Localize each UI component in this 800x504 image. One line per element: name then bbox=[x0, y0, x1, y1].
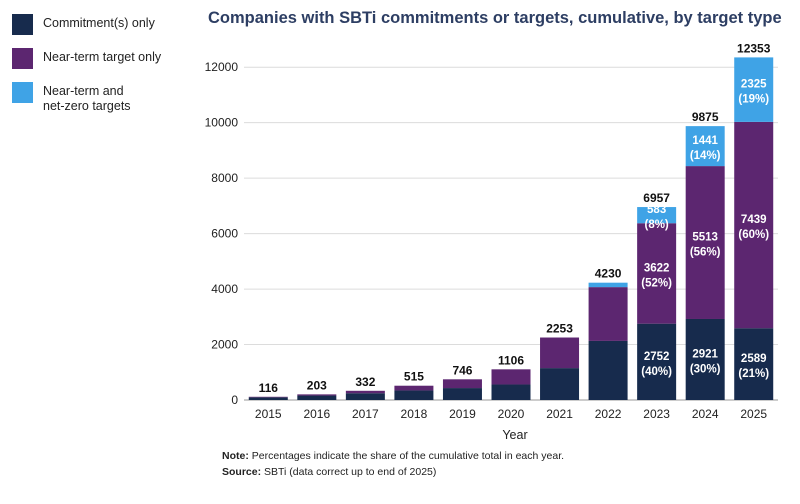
segment-data-label: 583 (8%) bbox=[644, 204, 668, 231]
bar-segment bbox=[588, 287, 628, 341]
x-tick-label: 2018 bbox=[401, 407, 428, 421]
x-tick-label: 2023 bbox=[643, 407, 670, 421]
bar-segment bbox=[734, 121, 774, 329]
segment-data-label: 2325 (19%) bbox=[738, 79, 769, 106]
bar-total-label: 4230 bbox=[595, 267, 622, 281]
legend-swatch-net-zero bbox=[12, 82, 33, 103]
bar-segment bbox=[297, 395, 337, 400]
bar-total-label: 6957 bbox=[643, 191, 670, 205]
bar-total-label: 2253 bbox=[546, 322, 573, 336]
source-label: Source: bbox=[222, 466, 262, 478]
bar-total-label: 9875 bbox=[692, 110, 719, 124]
x-tick-label: 2017 bbox=[352, 407, 379, 421]
source-text: SBTi (data correct up to end of 2025) bbox=[264, 466, 437, 478]
bar-segment bbox=[685, 166, 725, 319]
bar-segment bbox=[345, 390, 385, 394]
x-tick-label: 2020 bbox=[498, 407, 525, 421]
legend-item-near-term: Near-term target only bbox=[12, 48, 197, 69]
legend-label-near-term: Near-term target only bbox=[43, 50, 162, 64]
bar-total-label: 12353 bbox=[737, 41, 771, 55]
segment-data-label: 7439 (60%) bbox=[738, 214, 769, 241]
bar-segment bbox=[637, 323, 677, 400]
segment-data-label: 5513 (56%) bbox=[690, 232, 721, 259]
bar-segment bbox=[588, 340, 628, 400]
segment-data-label: 2589 (21%) bbox=[738, 353, 769, 380]
bar-segment bbox=[442, 388, 482, 400]
legend-item-commitments: Commitment(s) only bbox=[12, 14, 197, 35]
bar-segment bbox=[345, 393, 385, 400]
x-tick-label: 2016 bbox=[303, 407, 330, 421]
bar-total-label: 332 bbox=[355, 375, 375, 389]
bar-segment bbox=[297, 394, 337, 396]
bar-total-label: 116 bbox=[259, 381, 279, 395]
legend-label-net-zero: Near-term and net-zero targets bbox=[43, 84, 131, 113]
bar-segment bbox=[491, 384, 531, 400]
y-tick-label: 12000 bbox=[205, 60, 239, 74]
stacked-bar-chart: 0 2000 4000 6000 8000 10000 12000 116 2015 203 201… bbox=[205, 41, 778, 442]
bar-segment bbox=[540, 337, 580, 369]
bar-segment bbox=[540, 368, 580, 400]
y-tick-label: 10000 bbox=[205, 116, 239, 130]
bar-total-label: 203 bbox=[307, 378, 327, 392]
bar-segment bbox=[588, 282, 628, 288]
chart-title: Companies with SBTi commitments or targe… bbox=[208, 9, 782, 27]
bar-total-label: 515 bbox=[404, 370, 424, 384]
x-tick-label: 2025 bbox=[740, 407, 767, 421]
note-line: Note: Percentages indicate the share of … bbox=[222, 448, 564, 464]
bar-segment bbox=[734, 57, 774, 122]
x-tick-label: 2024 bbox=[692, 407, 719, 421]
bar-segment bbox=[734, 328, 774, 400]
bar-segment bbox=[637, 223, 677, 324]
segment-data-label: 1441 (14%) bbox=[690, 135, 721, 162]
bar-segment bbox=[248, 397, 288, 400]
y-tick-label: 0 bbox=[231, 393, 238, 407]
segment-data-label: 3622 (52%) bbox=[641, 262, 672, 289]
y-tick-label: 4000 bbox=[211, 282, 238, 296]
note-label: Note: bbox=[222, 450, 249, 462]
y-tick-label: 8000 bbox=[211, 171, 238, 185]
x-tick-label: 2015 bbox=[255, 407, 282, 421]
x-tick-label: 2019 bbox=[449, 407, 476, 421]
legend-item-net-zero: Near-term and net-zero targets bbox=[12, 82, 197, 114]
bar-segment bbox=[685, 318, 725, 400]
legend-label-commitments: Commitment(s) only bbox=[43, 16, 155, 30]
bar-segment bbox=[394, 390, 434, 400]
segment-data-label: 2921 (30%) bbox=[690, 348, 721, 375]
bar-total-label: 746 bbox=[452, 363, 472, 377]
bar-segment bbox=[248, 396, 288, 398]
bar-segment bbox=[442, 379, 482, 389]
y-tick-label: 6000 bbox=[211, 227, 238, 241]
segment-data-label: 2752 (40%) bbox=[641, 351, 672, 378]
x-tick-label: 2022 bbox=[595, 407, 622, 421]
bar-segment bbox=[394, 385, 434, 391]
x-tick-label: 2021 bbox=[546, 407, 573, 421]
bar-total-label: 1106 bbox=[498, 353, 524, 367]
bar-segment bbox=[685, 126, 725, 167]
x-axis-label: Year bbox=[502, 428, 527, 442]
legend-swatch-near-term bbox=[12, 48, 33, 69]
bar-segment bbox=[637, 207, 677, 224]
chart-notes: Note: Percentages indicate the share of … bbox=[222, 448, 564, 480]
note-text: Percentages indicate the share of the cu… bbox=[251, 450, 565, 462]
bar-segment bbox=[491, 369, 531, 385]
chart-legend: Commitment(s) only Near-term target only… bbox=[12, 14, 197, 127]
source-line: Source: SBTi (data correct up to end of … bbox=[222, 464, 564, 480]
y-tick-label: 2000 bbox=[211, 338, 238, 352]
legend-swatch-commitments bbox=[12, 14, 33, 35]
